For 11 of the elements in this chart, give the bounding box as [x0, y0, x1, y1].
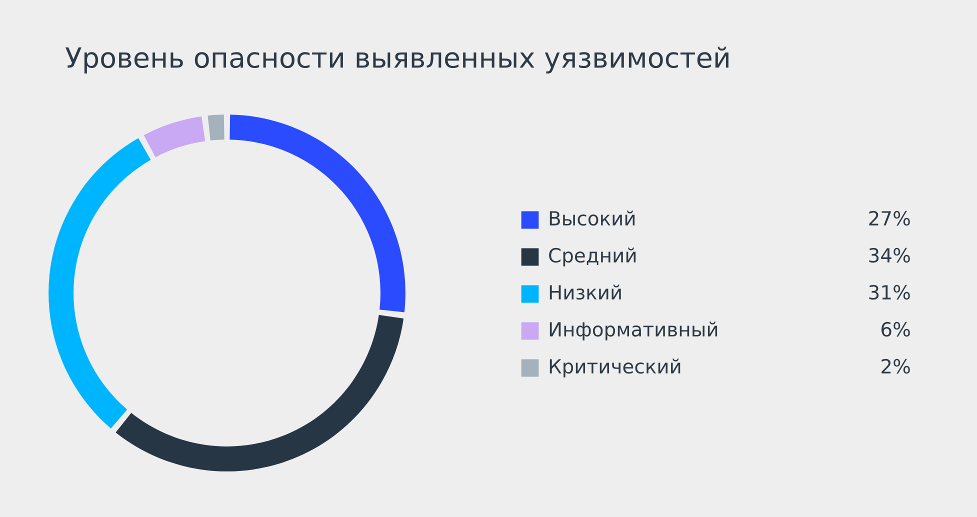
legend-label: Высокий	[550, 210, 635, 226]
data-label: 34%	[869, 248, 910, 263]
chart-title: Уровень опасности выявленных уязвимостей	[65, 46, 728, 74]
data-label: 6%	[882, 322, 910, 337]
data-label: 2%	[882, 358, 910, 374]
data-label: 31%	[869, 284, 910, 300]
data-label: 27%	[869, 210, 910, 226]
legend-label: Информативный	[550, 322, 718, 340]
legend-label: Критический	[550, 358, 680, 378]
legend-label: Низкий	[550, 284, 621, 300]
legend-label: Средний	[549, 248, 636, 266]
